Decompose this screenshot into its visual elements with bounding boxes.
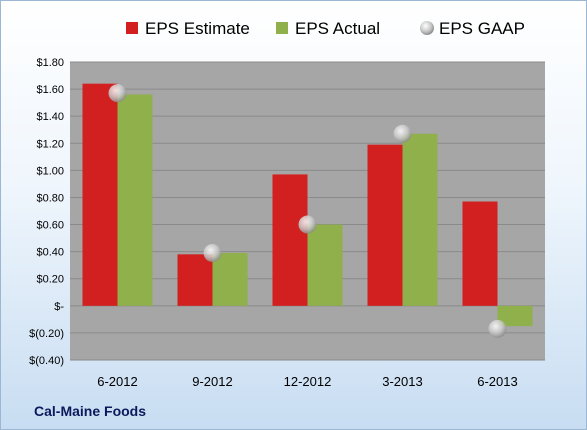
y-tick-label: $1.60 [36, 84, 64, 96]
bar-eps-estimate [462, 201, 498, 306]
marker-eps-gaap [108, 84, 127, 103]
y-tick-label: $1.80 [36, 57, 64, 69]
legend: EPS Estimate EPS Actual EPS GAAP [126, 19, 525, 38]
x-tick-label: 9-2012 [192, 374, 232, 389]
legend-label: EPS GAAP [439, 19, 525, 38]
y-tick-label: $0.20 [36, 274, 64, 286]
bars [82, 83, 533, 327]
bar-eps-estimate [367, 144, 403, 306]
legend-label: EPS Actual [295, 19, 380, 38]
bar-eps-estimate [272, 174, 308, 306]
bar-eps-actual [117, 94, 153, 306]
legend-swatch [420, 21, 434, 35]
y-tick-label: $- [54, 301, 64, 313]
bar-eps-actual [212, 252, 248, 306]
y-tick-label: $1.40 [36, 111, 64, 123]
y-tick-label: $0.80 [36, 192, 64, 204]
y-tick-label: $(0.20) [29, 328, 64, 340]
y-tick-label: $(0.40) [29, 355, 64, 367]
x-tick-label: 3-2013 [382, 374, 422, 389]
x-tick-label: 6-2013 [477, 374, 517, 389]
x-tick-label: 6-2012 [97, 374, 137, 389]
legend-swatch [126, 22, 138, 34]
y-axis: $1.80 $1.60 $1.40 $1.20 $1.00 $0.80 $0.60 $0.40… [29, 57, 64, 367]
bar-eps-actual [307, 224, 343, 306]
x-axis: 6-2012 9-2012 12-2012 3-2013 6-2013 [97, 374, 517, 389]
y-tick-label: $1.20 [36, 138, 64, 150]
marker-eps-gaap [298, 215, 317, 234]
gaap-markers [108, 84, 507, 338]
marker-eps-gaap [393, 124, 412, 143]
marker-eps-gaap [488, 319, 507, 338]
x-tick-label: 12-2012 [284, 374, 332, 389]
y-tick-label: $0.60 [36, 220, 64, 232]
bar-eps-actual [402, 133, 438, 306]
marker-eps-gaap [203, 243, 222, 262]
legend-label: EPS Estimate [145, 19, 250, 38]
y-tick-label: $0.40 [36, 247, 64, 259]
legend-swatch [276, 22, 288, 34]
company-name: Cal-Maine Foods [34, 403, 146, 419]
bar-eps-estimate [177, 254, 213, 306]
bar-eps-estimate [82, 83, 118, 306]
y-tick-label: $1.00 [36, 165, 64, 177]
bar-eps-actual [497, 305, 533, 327]
